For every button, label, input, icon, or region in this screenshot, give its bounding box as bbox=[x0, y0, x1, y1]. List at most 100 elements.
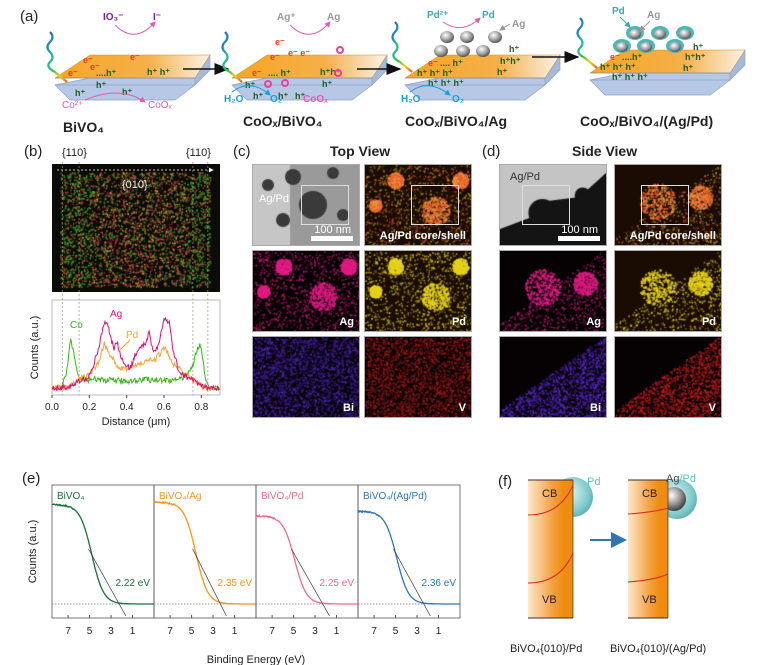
svg-text:.... h⁺: .... h⁺ bbox=[440, 58, 463, 68]
selection-box bbox=[301, 185, 349, 225]
co-annotation: Co bbox=[70, 320, 83, 331]
ag-annotation: Ag bbox=[110, 309, 122, 320]
spectrum-curve bbox=[357, 509, 460, 605]
top-view-title: Top View bbox=[330, 143, 391, 159]
d-tile-pd: Pd bbox=[614, 250, 722, 332]
co2-label: Co²⁺ bbox=[62, 100, 83, 111]
panel-e-label: (e) bbox=[22, 470, 41, 487]
y-axis-label: Counts (a.u.) bbox=[27, 520, 39, 584]
svg-text:e⁻: e⁻ bbox=[90, 62, 100, 72]
svg-text:e⁻: e⁻ bbox=[83, 55, 93, 65]
subplot-title: BiVO₄ bbox=[57, 491, 84, 502]
band-gap-label: 2.25 eV bbox=[320, 578, 355, 589]
svg-text:e⁻: e⁻ bbox=[610, 52, 620, 62]
subplot-title: BiVO₄/(Ag/Pd) bbox=[363, 491, 427, 502]
band-diagram: CB VB Pd CB VB Ag/Pd bbox=[527, 473, 697, 619]
svg-text:e⁻: e⁻ bbox=[428, 58, 438, 68]
element-label: Ag/Pd core/shell bbox=[629, 230, 716, 242]
c-tile-overlay: Ag/Pd core/shell bbox=[364, 164, 472, 246]
scale-bar-label: 100 nm bbox=[314, 224, 351, 236]
tangent-line bbox=[88, 548, 127, 617]
element-label: Bi bbox=[590, 402, 601, 414]
eds-map-canvas bbox=[500, 337, 606, 417]
d-tile-overlay: Ag/Pd core/shell bbox=[614, 164, 722, 246]
svg-text:h⁺: h⁺ bbox=[693, 42, 703, 52]
caption-coox-bivo4-agpd: CoOₓ/BiVO₄/(Ag/Pd) bbox=[580, 113, 714, 129]
svg-text:h⁺h⁺: h⁺h⁺ bbox=[500, 56, 521, 66]
vb-label-right: VB bbox=[642, 594, 657, 606]
h2o-label-3: H₂O bbox=[401, 94, 421, 105]
facet-010: {010} bbox=[122, 179, 148, 191]
c-tile-tem: 100 nm Ag/Pd bbox=[252, 164, 360, 246]
facet-110-right: {110} bbox=[186, 147, 211, 159]
pd-annotation-arrow bbox=[117, 339, 131, 353]
spectrum-curve bbox=[255, 513, 358, 605]
panel-a-label: (a) bbox=[20, 8, 39, 25]
svg-text:h⁺ h⁺ h⁺: h⁺ h⁺ h⁺ bbox=[612, 72, 648, 82]
svg-text:h⁺ h⁺ h⁺: h⁺ h⁺ h⁺ bbox=[417, 68, 453, 78]
c-tile-v: V bbox=[364, 336, 472, 418]
x-tick-label: 5 bbox=[189, 626, 195, 637]
svg-text:h⁺ h⁺ h⁺: h⁺ h⁺ h⁺ bbox=[600, 62, 636, 72]
panel-d-label: (d) bbox=[482, 143, 501, 160]
cb-label-left: CB bbox=[542, 488, 557, 500]
svg-text:....h⁺: ....h⁺ bbox=[96, 68, 116, 78]
pd-label-f: Pd bbox=[587, 476, 600, 488]
d-tile-v: V bbox=[614, 336, 722, 418]
subplot-frame bbox=[255, 484, 359, 619]
element-label: Ag bbox=[339, 316, 354, 328]
x-tick-label: 7 bbox=[167, 626, 173, 637]
svg-text:h⁺h⁺: h⁺h⁺ bbox=[685, 52, 706, 62]
eds-map-canvas bbox=[615, 165, 721, 245]
eds-map-canvas bbox=[615, 337, 721, 417]
svg-text:h⁺: h⁺ bbox=[295, 91, 305, 101]
spectrum-curve bbox=[153, 500, 256, 605]
x-tick-label: 1 bbox=[334, 626, 340, 637]
x-tick-label: 3 bbox=[312, 626, 318, 637]
series-ag bbox=[51, 316, 220, 392]
agpd-particles-4 bbox=[613, 26, 694, 53]
x-tick-label: 3 bbox=[210, 626, 216, 637]
element-label: Pd bbox=[451, 316, 466, 328]
x-axis-label: Distance (μm) bbox=[102, 416, 171, 428]
svg-text:e⁻: e⁻ bbox=[252, 68, 262, 78]
selection-box bbox=[411, 185, 459, 225]
subplot-title: BiVO₄/Ag bbox=[159, 491, 201, 502]
agpd-label-f: Ag/Pd bbox=[666, 473, 696, 485]
h2o-label-2: H₂O bbox=[224, 94, 244, 105]
scale-bar-label: 100 nm bbox=[561, 224, 598, 236]
tem-label: Ag/Pd bbox=[510, 171, 540, 183]
eds-map-canvas bbox=[253, 337, 359, 417]
ag-pointer-4: Ag bbox=[647, 10, 660, 21]
x-tick-label: 3 bbox=[414, 626, 420, 637]
cb-label-right: CB bbox=[642, 488, 657, 500]
x-tick-label: 7 bbox=[65, 626, 71, 637]
x-tick-label: 1 bbox=[436, 626, 442, 637]
pd-label-3: Pd bbox=[482, 10, 495, 21]
o2-label-2: O₂ bbox=[270, 94, 282, 105]
x-tick-label: 1 bbox=[232, 626, 238, 637]
panel-b-label: (b) bbox=[24, 143, 43, 160]
band-gap-label: 2.35 eV bbox=[218, 578, 253, 589]
x-tick-label: 0.0 bbox=[45, 402, 59, 413]
element-label: Ag bbox=[586, 316, 601, 328]
svg-text:h⁺: h⁺ bbox=[75, 88, 85, 98]
d-tile-bi: Bi bbox=[499, 336, 607, 418]
pd-pointer-4: Pd bbox=[612, 6, 625, 17]
x-tick-label: 3 bbox=[108, 626, 114, 637]
x-tick-label: 0.2 bbox=[82, 402, 96, 413]
svg-text:h⁺: h⁺ bbox=[497, 67, 507, 77]
subplot-frame bbox=[51, 484, 155, 619]
caption-coox-bivo4: CoOₓ/BiVO₄ bbox=[243, 113, 323, 129]
d-tile-ag: Ag bbox=[499, 250, 607, 332]
ag-particles-3 bbox=[434, 31, 502, 57]
element-label: Bi bbox=[343, 402, 354, 414]
io3-label: IO₃⁻ bbox=[103, 12, 123, 23]
eds-map-canvas bbox=[253, 251, 359, 331]
element-label: V bbox=[458, 402, 466, 414]
coox-label-2: CoOₓ bbox=[303, 94, 328, 105]
y-axis-label: Counts (a.u.) bbox=[29, 316, 41, 380]
ag-pointer-3: Ag bbox=[512, 19, 525, 30]
eds-map-canvas bbox=[253, 165, 359, 245]
subplot-title: BiVO₄/Pd bbox=[261, 491, 303, 502]
